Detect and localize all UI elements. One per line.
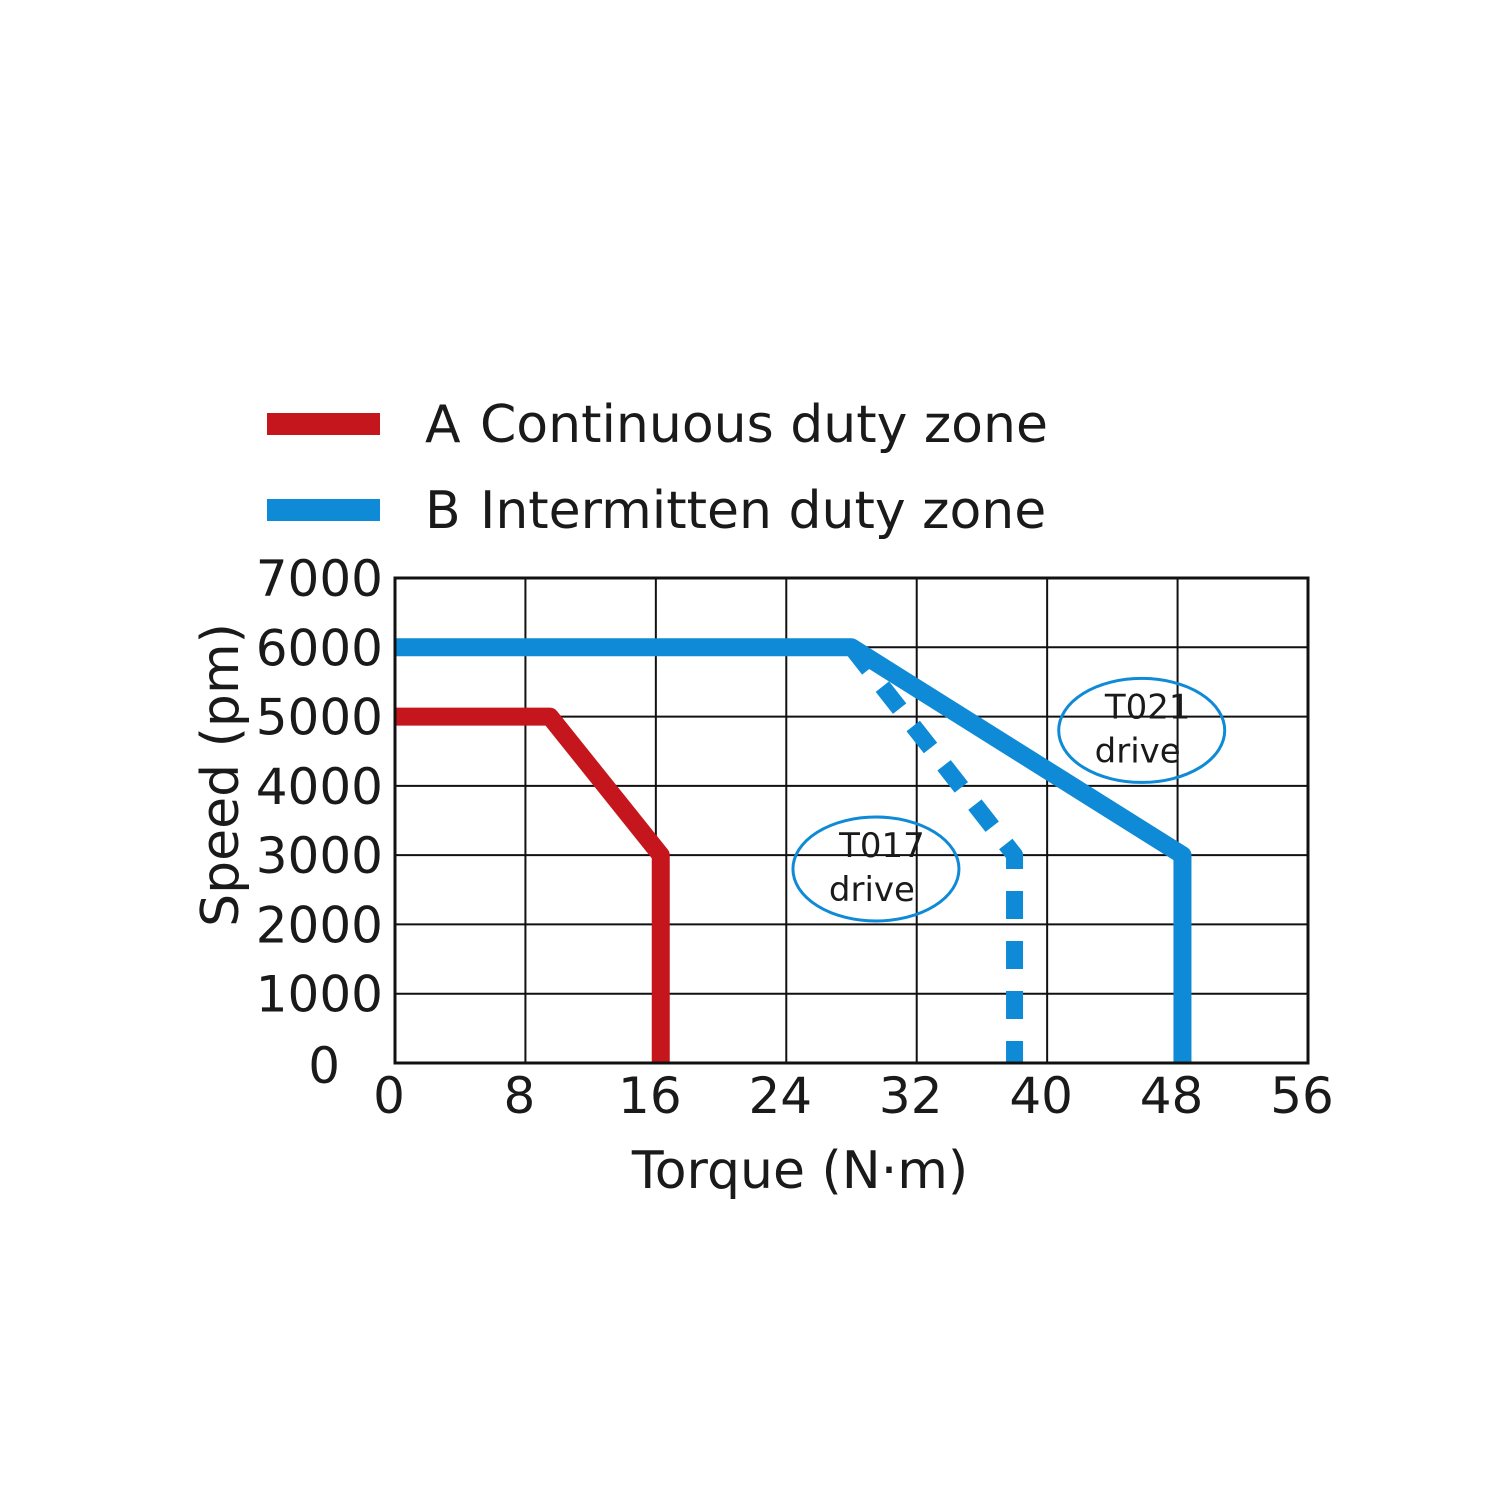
y-tick-label: 2000 [256,896,383,954]
legend-marker: A [425,395,461,455]
y-tick-label: 7000 [256,550,383,608]
plot-frame [393,576,1310,1065]
x-tick-label: 48 [1140,1067,1204,1125]
y-tick-label: 5000 [256,689,383,747]
y-tick-label: 1000 [256,966,383,1024]
legend: A Continuous duty zone B Intermitten duty z… [267,395,1048,541]
y-tick-label: 3000 [256,827,383,885]
annotation-ellipse [791,815,961,923]
x-tick-label: 32 [879,1067,943,1125]
series-line-3 [844,642,1024,1063]
annotation-ellipse [1057,676,1227,784]
annotation-line1: T021 [1104,687,1191,727]
x-axis-label: Torque (N·m) [631,1141,968,1201]
x-tick-label: 40 [1009,1067,1073,1125]
legend-label: Intermitten duty zone [480,481,1046,541]
y-axis-label: Speed (pm) [191,623,251,927]
y-tick-label: 0 [308,1037,340,1095]
annotation-line1: T017 [838,826,925,866]
y-tick-label: 6000 [256,619,383,677]
legend-marker: B [425,481,461,541]
annotation-line2: drive [829,870,915,910]
x-tick-label: 56 [1270,1067,1334,1125]
tick-labels: 0 8 16 24 32 40 48 56 0 1000 2000 3000 4000 5000 6000 7… [256,550,1334,1125]
x-tick-label: 16 [618,1067,682,1125]
series-group [395,638,1192,1063]
x-tick-label: 0 [373,1067,405,1125]
y-tick-label: 4000 [256,758,383,816]
grid [394,577,1309,1064]
series-line-1 [395,707,670,1063]
annotation-line2: drive [1095,731,1181,771]
legend-swatch [267,499,380,521]
plot-border [393,576,1310,1065]
x-tick-label: 24 [748,1067,812,1125]
legend-swatch [267,413,380,435]
x-tick-label: 8 [504,1067,536,1125]
series-line-2 [395,638,1192,1063]
legend-label: Continuous duty zone [480,395,1048,455]
